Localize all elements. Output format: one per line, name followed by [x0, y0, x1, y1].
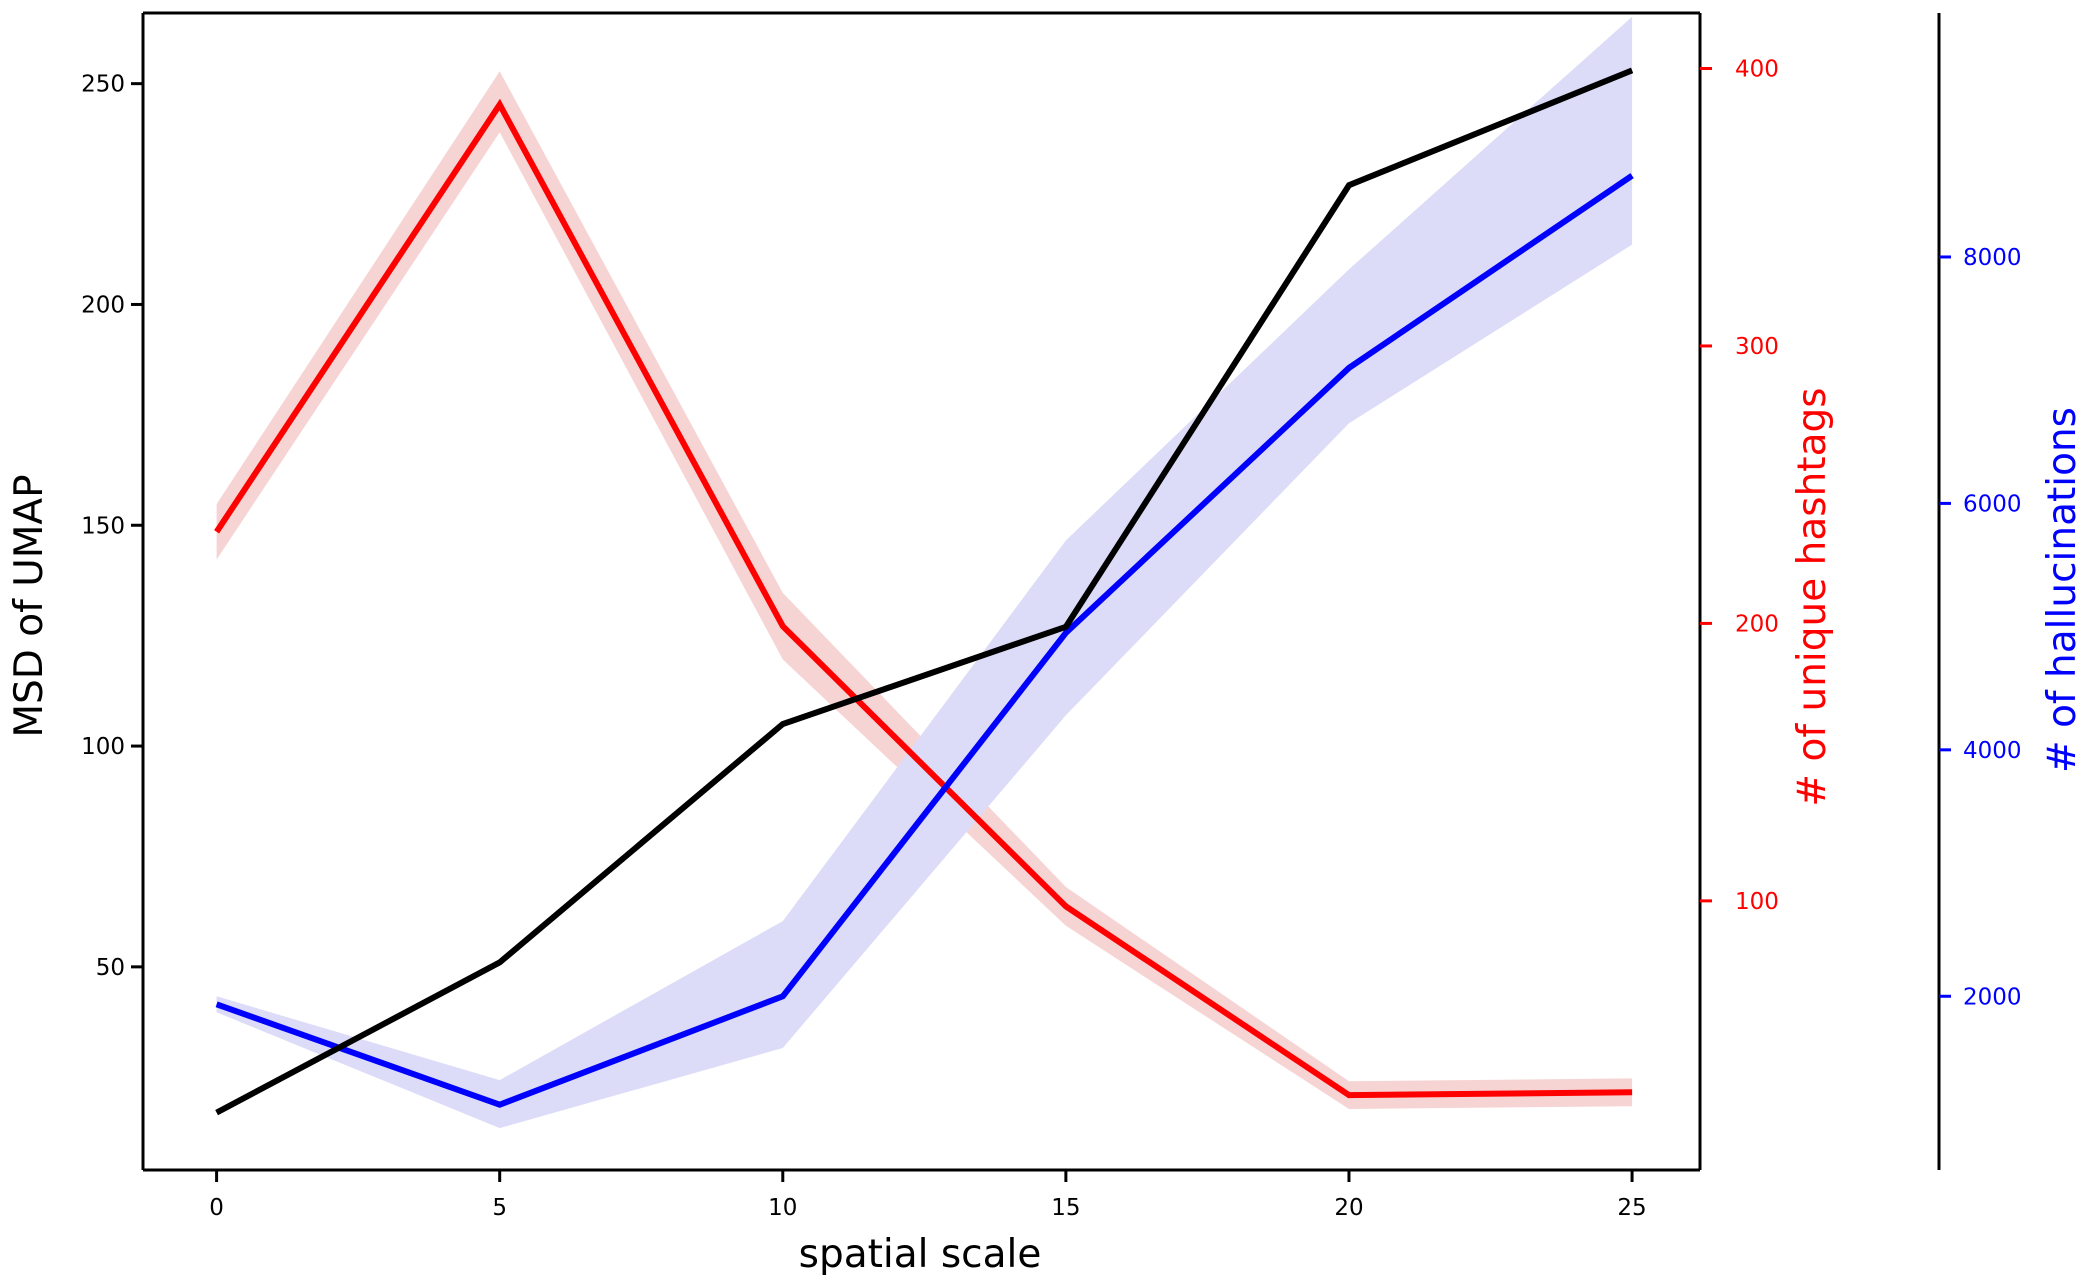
series-2-line [215, 173, 1634, 1108]
series-lines [214, 67, 1634, 1116]
x-tick-label: 10 [768, 1195, 797, 1221]
x-tick-label: 20 [1334, 1195, 1363, 1221]
hallucinations-tick-label: 2000 [1963, 984, 2022, 1010]
x-tick-label: 25 [1617, 1195, 1646, 1221]
hallucinations-tick-label: 4000 [1963, 738, 2022, 764]
left-tick-label: 200 [81, 292, 125, 318]
series-0-line [215, 67, 1634, 1116]
x-tick-label: 5 [492, 1195, 507, 1221]
hashtags-tick-label: 200 [1735, 611, 1779, 637]
ticks: 0 5 10 15 20 25 50 100 150 200 250 100 200 300 400 2000… [81, 56, 2021, 1221]
left-tick-label: 100 [81, 734, 125, 760]
left-tick-label: 150 [81, 513, 125, 539]
x-tick-label: 15 [1051, 1195, 1080, 1221]
hashtags-tick-label: 300 [1735, 334, 1779, 360]
x-axis-title: spatial scale [799, 1232, 1042, 1277]
left-axis-title: MSD of UMAP [7, 474, 52, 737]
hashtags-tick-label: 400 [1735, 56, 1779, 82]
right-axis-title-hashtags: # of unique hashtags [1790, 387, 1835, 806]
left-tick-label: 50 [96, 955, 125, 981]
x-tick-label: 0 [209, 1195, 224, 1221]
right-axis-title-hallucinations: # of hallucinations [2040, 407, 2085, 773]
axes [141, 11, 1941, 1172]
hashtags-tick-label: 100 [1735, 889, 1779, 915]
hallucinations-tick-label: 8000 [1963, 245, 2022, 271]
series-1-line [214, 98, 1633, 1099]
left-tick-label: 250 [81, 72, 125, 98]
hallucinations-tick-label: 6000 [1963, 491, 2022, 517]
